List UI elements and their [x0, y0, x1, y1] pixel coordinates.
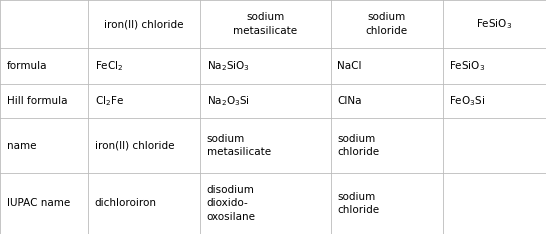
Text: IUPAC name: IUPAC name	[7, 198, 70, 208]
Text: Cl$_2$Fe: Cl$_2$Fe	[94, 95, 123, 108]
Text: disodium
dioxido-
oxosilane: disodium dioxido- oxosilane	[207, 185, 256, 222]
Text: sodium
metasilicate: sodium metasilicate	[207, 134, 271, 157]
Text: iron(II) chloride: iron(II) chloride	[104, 19, 184, 29]
Text: iron(II) chloride: iron(II) chloride	[94, 141, 174, 151]
Text: Hill formula: Hill formula	[7, 96, 67, 106]
Text: sodium
chloride: sodium chloride	[337, 134, 379, 157]
Text: FeCl$_2$: FeCl$_2$	[94, 59, 123, 73]
Text: name: name	[7, 141, 36, 151]
Text: sodium
chloride: sodium chloride	[337, 192, 379, 215]
Text: FeSiO$_3$: FeSiO$_3$	[449, 59, 485, 73]
Text: Na$_2$O$_3$Si: Na$_2$O$_3$Si	[207, 95, 250, 108]
Text: sodium
metasilicate: sodium metasilicate	[233, 12, 298, 36]
Text: dichloroiron: dichloroiron	[94, 198, 157, 208]
Text: sodium
chloride: sodium chloride	[366, 12, 408, 36]
Text: NaCl: NaCl	[337, 61, 361, 71]
Text: FeSiO$_3$: FeSiO$_3$	[476, 17, 513, 31]
Text: Na$_2$SiO$_3$: Na$_2$SiO$_3$	[207, 59, 250, 73]
Text: ClNa: ClNa	[337, 96, 361, 106]
Text: FeO$_3$Si: FeO$_3$Si	[449, 95, 485, 108]
Text: formula: formula	[7, 61, 47, 71]
